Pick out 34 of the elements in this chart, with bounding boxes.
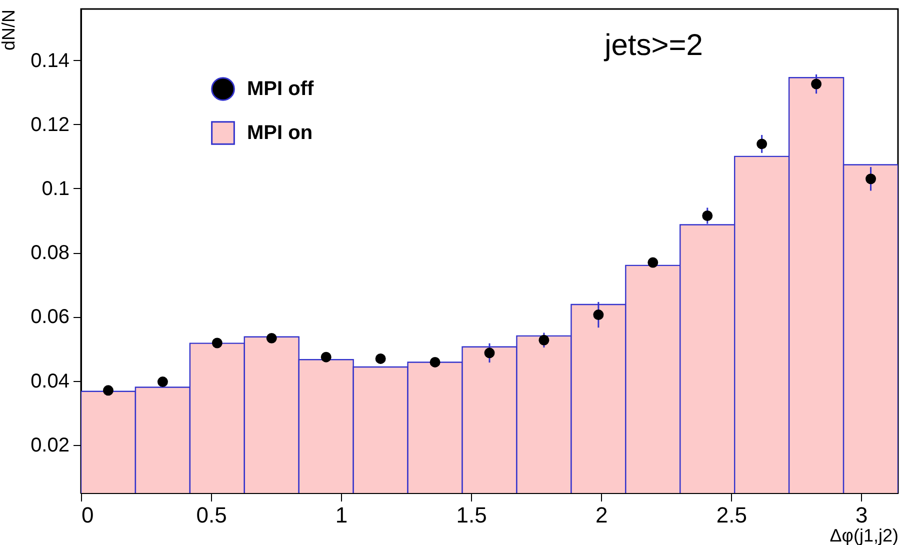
x-tick-label: 0.5: [196, 502, 227, 528]
point: [375, 353, 386, 364]
legend-label: MPI off: [247, 78, 314, 100]
y-tick-label: 0.1: [42, 178, 70, 200]
y-tick-label: 0.08: [30, 242, 70, 264]
point: [320, 352, 332, 362]
point: [811, 78, 822, 90]
y-tick-label: 0.02: [30, 434, 70, 456]
x-tick-label: 1.5: [456, 502, 487, 528]
x-axis-title: Δφ(j1,j2): [830, 526, 898, 545]
legend-label: MPI on: [247, 122, 313, 144]
y-axis-title: dN/N: [0, 10, 19, 51]
point: [266, 332, 277, 344]
x-tick-label: 2: [595, 502, 608, 528]
y-tick-label: 0.14: [30, 50, 70, 72]
point: [756, 138, 768, 150]
point: [157, 376, 168, 388]
point: [484, 348, 495, 358]
text: jets>=2: [604, 29, 703, 62]
y-tick-label: 0.04: [30, 370, 70, 392]
point: [702, 210, 713, 221]
point: [648, 257, 658, 268]
y-tick-label: 0.06: [30, 306, 70, 328]
point: [866, 174, 876, 184]
x-tick-label: 2.5: [716, 502, 747, 528]
point: [212, 338, 222, 348]
x-tick-label: 1: [335, 502, 348, 528]
point: [593, 310, 604, 320]
point: [538, 334, 550, 346]
y-tick-label: 0.12: [30, 114, 70, 136]
x-tick-label: 0: [82, 502, 94, 528]
point: [430, 356, 440, 368]
point: [102, 385, 114, 396]
x-tick-label: 3: [856, 502, 868, 528]
